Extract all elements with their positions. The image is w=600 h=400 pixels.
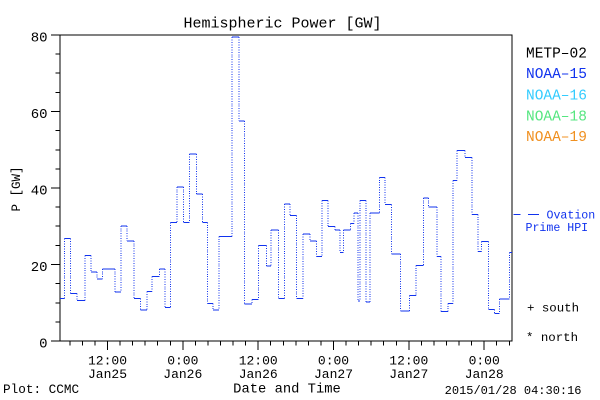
svg-text:Jan28: Jan28 [465, 367, 504, 382]
svg-text:P [GW]: P [GW] [10, 166, 24, 211]
svg-text:Date and Time: Date and Time [233, 381, 341, 397]
svg-text:12:00: 12:00 [389, 354, 428, 369]
svg-text:Hemispheric Power [GW]: Hemispheric Power [GW] [183, 16, 381, 33]
svg-text:NOAA–19: NOAA–19 [526, 130, 587, 146]
svg-text:0:00: 0:00 [318, 354, 349, 369]
svg-text:12:00: 12:00 [239, 354, 278, 369]
svg-text:Plot: CCMC: Plot: CCMC [3, 382, 80, 397]
svg-text:Jan27: Jan27 [314, 367, 353, 382]
svg-text:METP–02: METP–02 [526, 47, 587, 63]
svg-text:2015/01/28 04:30:16: 2015/01/28 04:30:16 [445, 384, 582, 398]
svg-text:Jan27: Jan27 [389, 367, 428, 382]
svg-text:NOAA–15: NOAA–15 [526, 67, 587, 83]
svg-text:12:00: 12:00 [88, 354, 127, 369]
svg-text:* north: * north [526, 331, 578, 345]
svg-text:0:00: 0:00 [469, 354, 500, 369]
svg-text:Ovation: Ovation [547, 210, 596, 223]
svg-text:Jan26: Jan26 [163, 367, 202, 382]
svg-text:Jan26: Jan26 [239, 367, 278, 382]
svg-text:20: 20 [31, 260, 48, 276]
svg-text:80: 80 [31, 31, 48, 47]
svg-text:40: 40 [31, 184, 48, 200]
svg-text:Prime HPI: Prime HPI [526, 222, 589, 235]
svg-text:NOAA–16: NOAA–16 [526, 89, 587, 105]
svg-text:0:00: 0:00 [167, 354, 198, 369]
svg-text:60: 60 [31, 107, 48, 123]
svg-text:0: 0 [39, 337, 47, 353]
svg-text:Jan25: Jan25 [88, 367, 127, 382]
svg-text:NOAA–18: NOAA–18 [526, 110, 587, 126]
svg-text:+ south: + south [527, 302, 579, 316]
